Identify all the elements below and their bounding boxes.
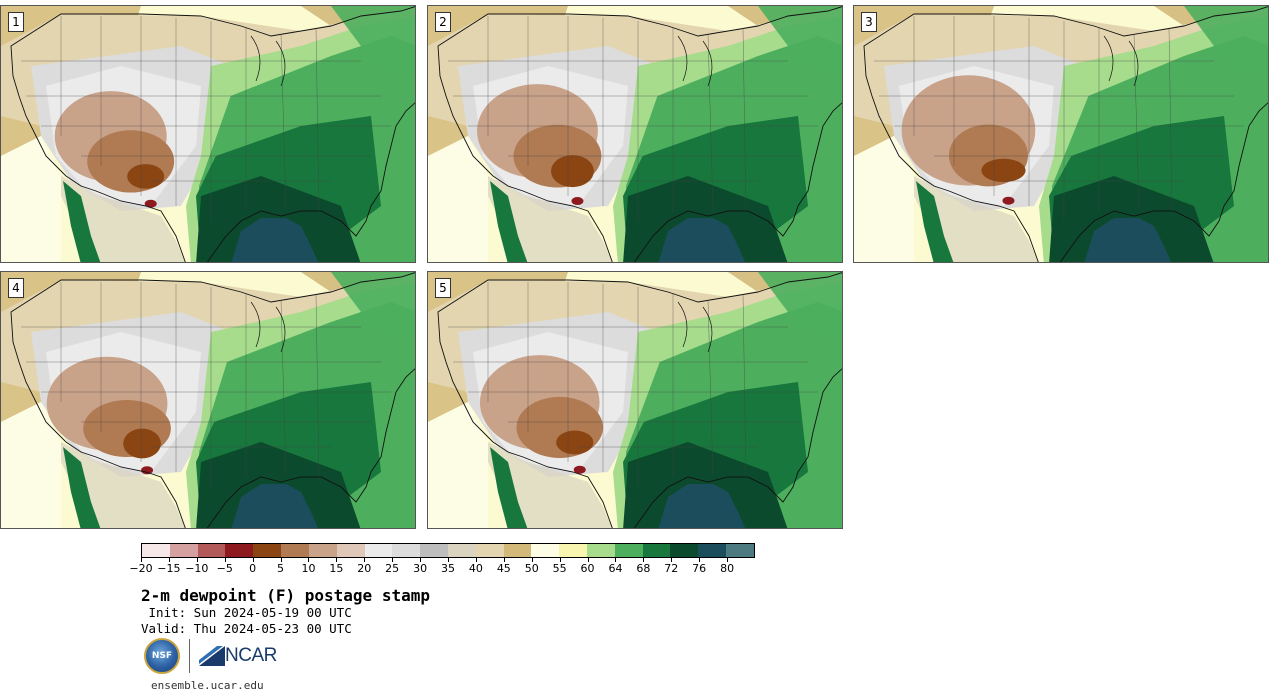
ncar-mark-icon (199, 646, 225, 666)
colorbar-tick-label: 50 (524, 562, 539, 575)
colorbar-tickmark (364, 558, 366, 562)
colorbar-tickmark (671, 558, 673, 562)
colorbar-tickmark (224, 558, 226, 562)
colorbar-tick-label: 64 (608, 562, 623, 575)
ncar-logo: NCAR (199, 645, 277, 667)
colorbar-tickmark (168, 558, 170, 562)
colorbar-swatch (614, 544, 643, 557)
colorbar-tickmark (699, 558, 701, 562)
colorbar-tick-label: 15 (329, 562, 344, 575)
colorbar-tick-label: 5 (277, 562, 285, 575)
colorbar-tick-label: 45 (496, 562, 511, 575)
colorbar-tick-label: 35 (441, 562, 455, 575)
colorbar-swatch (420, 544, 448, 557)
colorbar-swatch (392, 544, 421, 557)
logo-divider (189, 639, 190, 673)
colorbar-tick-label: 10 (301, 562, 316, 575)
colorbar-tickmark (448, 558, 449, 562)
colorbar-swatch (169, 544, 198, 557)
colorbar-tick-label: 80 (720, 562, 735, 575)
colorbar-tickmark (503, 558, 505, 562)
colorbar-tickmark (531, 558, 533, 562)
colorbar-tick-label: 72 (664, 562, 679, 575)
colorbar-tickmark (727, 558, 729, 562)
colorbar-tick-label: 40 (468, 562, 483, 575)
colorbar-swatch (531, 544, 560, 557)
dewpoint-map (1, 6, 415, 262)
website-url: ensemble.ucar.edu (151, 679, 264, 692)
colorbar-swatch (197, 544, 226, 557)
dewpoint-map (428, 6, 842, 262)
colorbar-tick-label: −20 (129, 562, 153, 575)
colorbar-swatch (225, 544, 254, 557)
colorbar-swatch (253, 544, 282, 557)
colorbar (141, 543, 755, 558)
colorbar-swatch (281, 544, 309, 557)
colorbar-tickmark (196, 558, 198, 562)
colorbar-swatch (587, 544, 615, 557)
colorbar-tick-label: −5 (216, 562, 233, 575)
colorbar-tick-label: −10 (185, 562, 209, 575)
dewpoint-map (854, 6, 1268, 262)
colorbar-tick-label: 0 (249, 562, 257, 575)
map-panel-1: 1 (0, 5, 416, 263)
colorbar-swatch (336, 544, 365, 557)
colorbar-swatch (670, 544, 699, 557)
valid-time: Valid: Thu 2024-05-23 00 UTC (141, 621, 352, 636)
map-panel-4: 4 (0, 271, 416, 529)
dewpoint-map (428, 272, 842, 528)
colorbar-tick-label: 30 (413, 562, 428, 575)
chart-title: 2-m dewpoint (F) postage stamp (141, 586, 430, 605)
map-panel-3: 3 (853, 5, 1269, 263)
colorbar-swatch (364, 544, 393, 557)
colorbar-swatch (308, 544, 337, 557)
colorbar-swatch (698, 544, 727, 557)
init-time: Init: Sun 2024-05-19 00 UTC (141, 605, 352, 620)
colorbar-swatch (559, 544, 587, 557)
colorbar-tickmark (336, 558, 338, 562)
colorbar-tickmark (587, 558, 589, 562)
panel-number: 1 (8, 12, 24, 32)
panel-number: 4 (8, 278, 24, 298)
colorbar-tickmark (420, 558, 422, 562)
colorbar-tick-label: 55 (552, 562, 567, 575)
colorbar-tick-label: 76 (692, 562, 707, 575)
map-panel-2: 2 (427, 5, 843, 263)
colorbar-tickmark (392, 558, 394, 562)
colorbar-tickmark (280, 558, 282, 562)
colorbar-swatch (475, 544, 504, 557)
colorbar-tick-label: 68 (636, 562, 651, 575)
colorbar-tickmark (559, 558, 561, 562)
panel-number: 3 (861, 12, 877, 32)
colorbar-swatch (142, 544, 170, 557)
colorbar-tickmark (475, 558, 477, 562)
logos: NSF NCAR (144, 637, 277, 675)
colorbar-tickmark (643, 558, 645, 562)
colorbar-tickmark (615, 558, 617, 562)
colorbar-swatch (447, 544, 476, 557)
map-panel-5: 5 (427, 271, 843, 529)
dewpoint-map (1, 272, 415, 528)
panel-number: 5 (435, 278, 451, 298)
colorbar-tickmark (141, 558, 142, 562)
colorbar-swatch (503, 544, 532, 557)
colorbar-swatch (726, 544, 754, 557)
panel-number: 2 (435, 12, 451, 32)
colorbar-tickmark (252, 558, 254, 562)
nsf-logo: NSF (144, 638, 180, 674)
colorbar-tick-label: 20 (357, 562, 372, 575)
colorbar-tickmark (308, 558, 310, 562)
colorbar-swatch (642, 544, 671, 557)
colorbar-tick-label: −15 (157, 562, 181, 575)
colorbar-tick-label: 60 (580, 562, 595, 575)
colorbar-tick-label: 25 (385, 562, 400, 575)
